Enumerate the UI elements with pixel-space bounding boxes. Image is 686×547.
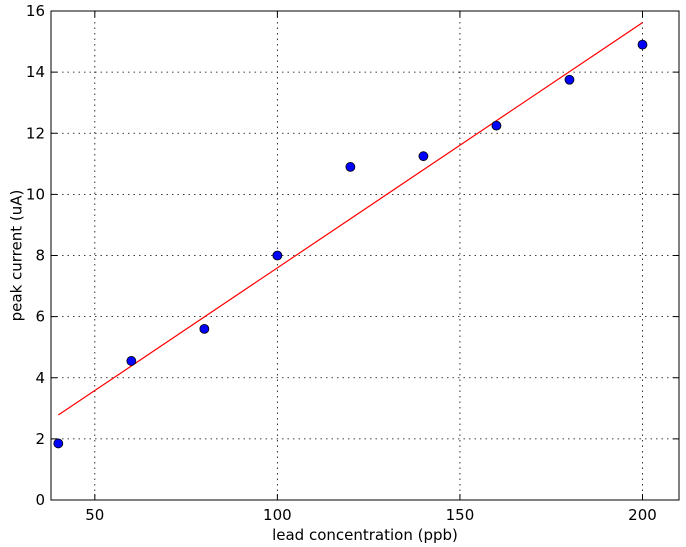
y-tick-label: 2 xyxy=(35,430,45,448)
data-point xyxy=(345,161,356,172)
data-point xyxy=(564,74,575,85)
y-tick-label: 16 xyxy=(26,2,45,20)
series-layer xyxy=(53,22,648,449)
x-axis-label: lead concentration (ppb) xyxy=(272,526,458,544)
grid xyxy=(51,10,679,501)
x-tick-label: 50 xyxy=(85,506,104,524)
x-tick-label: 100 xyxy=(263,506,292,524)
data-point xyxy=(126,356,137,366)
x-tick-label: 200 xyxy=(628,506,657,524)
y-tick-label: 10 xyxy=(26,185,45,203)
y-tick-label: 12 xyxy=(26,124,45,142)
y-tick-label: 0 xyxy=(35,491,45,509)
data-point xyxy=(272,250,283,261)
data-point xyxy=(491,120,502,131)
y-axis-label: peak current (uA) xyxy=(7,190,25,322)
y-tick-label: 8 xyxy=(35,247,45,265)
x-tick-label: 150 xyxy=(446,506,475,524)
data-point xyxy=(418,151,429,162)
data-point xyxy=(637,39,648,50)
y-tick-label: 14 xyxy=(26,63,45,81)
fit-line xyxy=(57,22,643,416)
ticks: 50 100 150 200 0 2 4 6 8 10 12 14 16 xyxy=(26,2,679,524)
data-point xyxy=(53,438,64,449)
y-tick-label: 4 xyxy=(35,369,45,387)
y-tick-label: 6 xyxy=(35,308,45,326)
data-point xyxy=(199,323,210,334)
